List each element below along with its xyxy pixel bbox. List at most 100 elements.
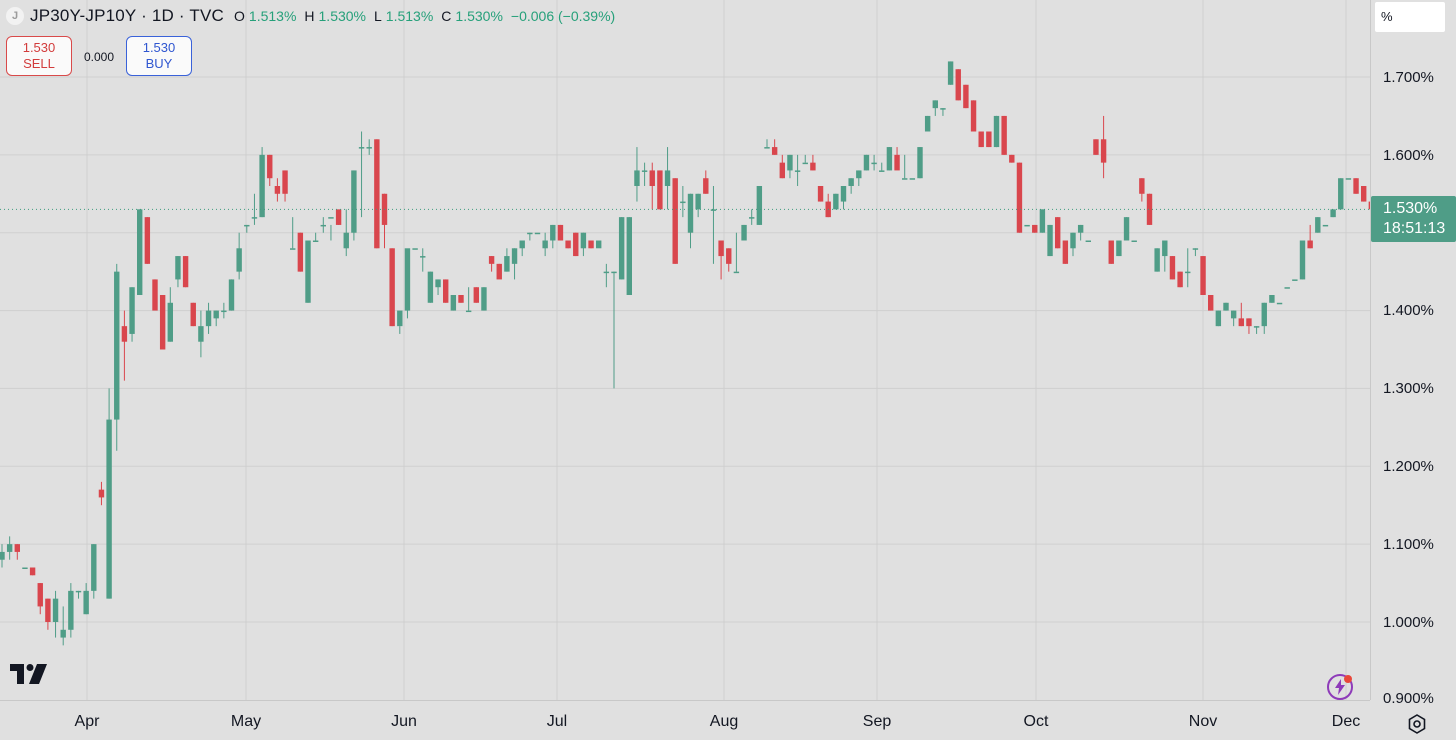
candle-body bbox=[672, 178, 678, 264]
candle-body bbox=[443, 279, 449, 303]
candle-body bbox=[1108, 240, 1114, 264]
candle-body bbox=[917, 147, 923, 179]
sell-button[interactable]: 1.530 SELL bbox=[6, 36, 72, 76]
candlestick-chart[interactable] bbox=[0, 0, 1370, 700]
candle-body bbox=[1146, 193, 1153, 225]
symbol-logo-icon[interactable]: J bbox=[6, 7, 24, 25]
candle-body bbox=[137, 209, 143, 295]
ohlc-open-value: 1.513% bbox=[248, 8, 297, 24]
candle-body bbox=[374, 139, 380, 249]
sell-label: SELL bbox=[23, 56, 55, 71]
ytick-1000: 1.000% bbox=[1383, 614, 1434, 631]
candle-body bbox=[435, 279, 441, 288]
candle-body bbox=[924, 115, 931, 132]
xtick-jul: Jul bbox=[546, 713, 568, 730]
candle-body bbox=[955, 69, 961, 101]
xtick-may: May bbox=[230, 713, 262, 730]
ytick-1100: 1.100% bbox=[1383, 536, 1434, 553]
candle-body bbox=[305, 240, 311, 303]
candle-body bbox=[687, 193, 694, 233]
candle-body bbox=[542, 240, 548, 249]
candle-body bbox=[152, 279, 158, 311]
candle-body bbox=[863, 154, 870, 171]
buy-button[interactable]: 1.530 BUY bbox=[126, 36, 192, 76]
xtick-sep: Sep bbox=[862, 713, 892, 730]
candle-body bbox=[29, 567, 36, 576]
candle-body bbox=[588, 240, 594, 249]
candle-body bbox=[1062, 240, 1069, 264]
candle-body bbox=[932, 100, 938, 109]
candle-body bbox=[129, 287, 135, 334]
ohlc-readout: O 1.513% H 1.530% L 1.513% C 1.530% −0.006 (… bbox=[234, 8, 619, 24]
candle-body bbox=[14, 544, 20, 552]
settings-icon[interactable] bbox=[1406, 713, 1428, 740]
candle-body bbox=[733, 271, 740, 274]
candle-body bbox=[297, 232, 304, 272]
candle-body bbox=[1093, 139, 1099, 155]
candle-body bbox=[1292, 279, 1298, 281]
candle-body bbox=[60, 629, 66, 638]
candle-body bbox=[1284, 287, 1290, 289]
flash-icon[interactable] bbox=[1325, 672, 1355, 702]
candle-body bbox=[22, 567, 28, 569]
candle-body bbox=[703, 178, 709, 194]
candle-body bbox=[726, 248, 732, 264]
candle-body bbox=[397, 310, 403, 327]
candle-body bbox=[993, 115, 1000, 148]
candle-body bbox=[1162, 240, 1168, 257]
xtick-nov: Nov bbox=[1188, 713, 1218, 730]
candle-body bbox=[710, 209, 717, 211]
candle-body bbox=[1253, 326, 1260, 328]
candle-body bbox=[649, 170, 655, 186]
candle-body bbox=[335, 209, 342, 225]
candle-body bbox=[1223, 302, 1229, 311]
candle-body bbox=[856, 170, 862, 179]
candle-body bbox=[779, 162, 785, 179]
candle-body bbox=[404, 248, 411, 311]
candle-body bbox=[328, 217, 334, 219]
candle-body bbox=[290, 248, 296, 250]
axis-unit-selector[interactable]: % bbox=[1375, 2, 1445, 32]
candle-body bbox=[1055, 217, 1061, 249]
candle-body bbox=[1177, 271, 1183, 288]
candle-body bbox=[312, 240, 319, 242]
ytick-0900: 0.900% bbox=[1383, 690, 1434, 707]
candle-body bbox=[848, 178, 854, 186]
chart-area[interactable] bbox=[0, 0, 1370, 700]
candle-body bbox=[833, 193, 839, 210]
candle-body bbox=[894, 154, 900, 171]
candle-body bbox=[358, 147, 365, 149]
candle-body bbox=[144, 217, 151, 264]
candle-body bbox=[320, 224, 326, 227]
candle-body bbox=[557, 224, 564, 241]
candle-body bbox=[175, 256, 181, 280]
candle-body bbox=[465, 310, 472, 313]
symbol-header: J JP30Y-JP10Y · 1D · TVC O 1.513% H 1.530%… bbox=[6, 5, 619, 27]
candle-body bbox=[626, 217, 632, 295]
candle-body bbox=[1269, 295, 1275, 303]
candle-body bbox=[794, 170, 801, 172]
time-axis[interactable]: Apr May Jun Jul Aug Sep Oct Nov Dec bbox=[0, 700, 1370, 737]
candle-body bbox=[680, 201, 686, 204]
candle-body bbox=[213, 310, 219, 319]
candle-body bbox=[534, 232, 541, 235]
candle-body bbox=[1238, 318, 1244, 327]
candle-body bbox=[840, 186, 847, 202]
tradingview-logo-icon[interactable] bbox=[10, 662, 50, 691]
candle-body bbox=[98, 489, 105, 498]
buy-label: BUY bbox=[145, 56, 173, 71]
candle-body bbox=[106, 419, 112, 599]
candle-body bbox=[603, 271, 610, 274]
candle-body bbox=[978, 131, 984, 148]
price-axis[interactable]: 1.700% 1.600% 1.400% 1.300% 1.200% 1.100… bbox=[1370, 0, 1456, 707]
candle-body bbox=[1215, 310, 1222, 327]
symbol-title[interactable]: JP30Y-JP10Y · 1D · TVC bbox=[30, 6, 225, 25]
candle-body bbox=[114, 271, 120, 420]
candle-body bbox=[634, 170, 640, 186]
candle-body bbox=[190, 302, 196, 327]
candle-body bbox=[1185, 271, 1191, 274]
candle-body bbox=[580, 232, 587, 249]
candle-body bbox=[473, 287, 479, 303]
candle-body bbox=[267, 154, 273, 179]
candle-body bbox=[450, 295, 457, 311]
